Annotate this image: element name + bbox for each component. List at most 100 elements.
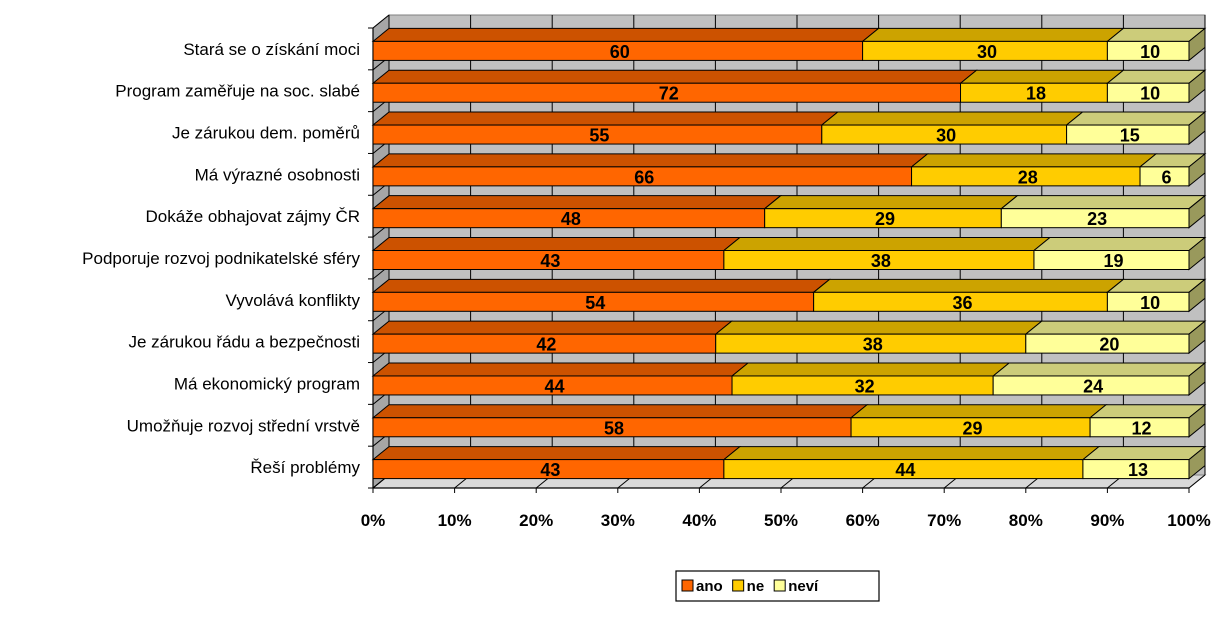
data-label: 43 [540, 460, 560, 480]
x-tick-label: 100% [1167, 511, 1210, 530]
category-label: Je zárukou řádu a bezpečnosti [128, 333, 360, 352]
legend-swatch-ano [681, 579, 694, 592]
bar-top [849, 404, 1108, 419]
data-label: 28 [1018, 167, 1038, 187]
bar-segment-ano [371, 237, 742, 270]
data-label: 58 [604, 418, 624, 438]
bar-top [371, 320, 734, 335]
category-label: Dokáže obhajovat zájmy ČR [146, 207, 360, 226]
bar-segment-ne [959, 69, 1125, 103]
bar-side [1188, 27, 1206, 62]
legend-label-ano: ano [696, 578, 723, 595]
bar-top [722, 237, 1052, 251]
x-tick-label: 80% [1009, 511, 1043, 530]
legend-swatch-neví [773, 579, 786, 592]
data-label: 24 [1083, 376, 1103, 396]
bar-top [763, 195, 1019, 210]
bar-segment-neví [1105, 27, 1207, 62]
bar-segment-neví [1138, 152, 1207, 187]
bar-top [1105, 27, 1207, 42]
bar-side [1188, 361, 1206, 397]
bar-top [371, 446, 742, 461]
bar-top [999, 195, 1207, 210]
bar-side [1188, 69, 1206, 104]
category-label: Umožňuje rozvoj střední vrstvě [127, 416, 360, 435]
data-label: 12 [1132, 418, 1152, 438]
bar-top [1081, 446, 1207, 461]
data-label: 38 [871, 251, 891, 271]
bar-segment-ne [722, 446, 1101, 480]
bar-top [991, 362, 1207, 377]
bar-segment-ano [371, 404, 869, 438]
data-label: 60 [610, 42, 630, 62]
bar-segment-ne [763, 195, 1019, 229]
data-label: 29 [875, 209, 895, 229]
bar-top [812, 278, 1125, 293]
category-label: Podporuje rozvoj podnikatelské sféry [82, 249, 360, 268]
data-label: 42 [536, 335, 556, 355]
category-label: Je zárukou dem. poměrů [172, 124, 360, 143]
bar-segment-neví [1105, 278, 1207, 313]
bar-segment-ne [910, 153, 1158, 187]
bar-side [1188, 110, 1206, 146]
bar-segment-neví [991, 361, 1207, 397]
data-label: 10 [1140, 42, 1160, 62]
legend-label-ne: ne [747, 578, 765, 595]
bar-side [1188, 152, 1206, 187]
bar-top [1088, 404, 1207, 419]
bar-segment-ano [371, 446, 742, 480]
bar-segment-neví [1081, 445, 1207, 480]
bar-side [1188, 278, 1206, 313]
data-label: 10 [1140, 84, 1160, 104]
bar-top [861, 27, 1125, 42]
bar-top [1105, 278, 1207, 293]
bar-top [371, 195, 783, 210]
gridline-floor [1188, 474, 1206, 489]
bar-segment-ne [714, 320, 1044, 354]
bar-segment-neví [999, 194, 1207, 229]
bar-segment-ano [371, 27, 881, 61]
data-label: 18 [1026, 84, 1046, 104]
bar-segment-ne [812, 278, 1125, 312]
data-label: 15 [1120, 126, 1140, 146]
x-tick-label: 90% [1090, 511, 1124, 530]
data-label: 13 [1128, 460, 1148, 480]
data-label: 32 [855, 376, 875, 396]
data-label: 55 [589, 126, 609, 146]
bar-side [1188, 320, 1206, 355]
bar-top [371, 362, 750, 377]
x-tick-label: 70% [927, 511, 961, 530]
bar-top [714, 320, 1044, 335]
data-label: 44 [895, 460, 915, 480]
data-label: 30 [977, 42, 997, 62]
bar-segment-neví [1024, 320, 1207, 355]
bar-top [1032, 237, 1207, 251]
bar-side [1188, 445, 1206, 480]
data-label: 54 [585, 293, 605, 313]
x-tick-label: 60% [846, 511, 880, 530]
bar-top [371, 153, 929, 168]
bar-segment-neví [1032, 236, 1207, 271]
legend-label-neví: neví [788, 578, 819, 595]
x-tick-label: 20% [519, 511, 553, 530]
bar-side [1188, 403, 1206, 438]
category-label: Řeší problémy [250, 458, 360, 477]
category-label: Má ekonomický program [174, 374, 360, 393]
bar-segment-ne [730, 362, 1011, 396]
bar-top [959, 69, 1125, 84]
bar-top [371, 237, 742, 251]
category-label: Stará se o získání moci [183, 40, 360, 59]
bar-side [1188, 194, 1206, 229]
bar-segment-ano [371, 111, 840, 145]
bar-segment-ne [722, 237, 1052, 270]
bar-top [371, 404, 869, 419]
bar-top [730, 362, 1011, 377]
bar-top [1065, 111, 1207, 126]
data-label: 44 [545, 376, 565, 396]
bar-top [371, 278, 832, 293]
x-tick-label: 40% [682, 511, 716, 530]
x-tick-label: 30% [601, 511, 635, 530]
bar-top [1105, 69, 1207, 84]
legend-swatch-ne [732, 579, 745, 592]
